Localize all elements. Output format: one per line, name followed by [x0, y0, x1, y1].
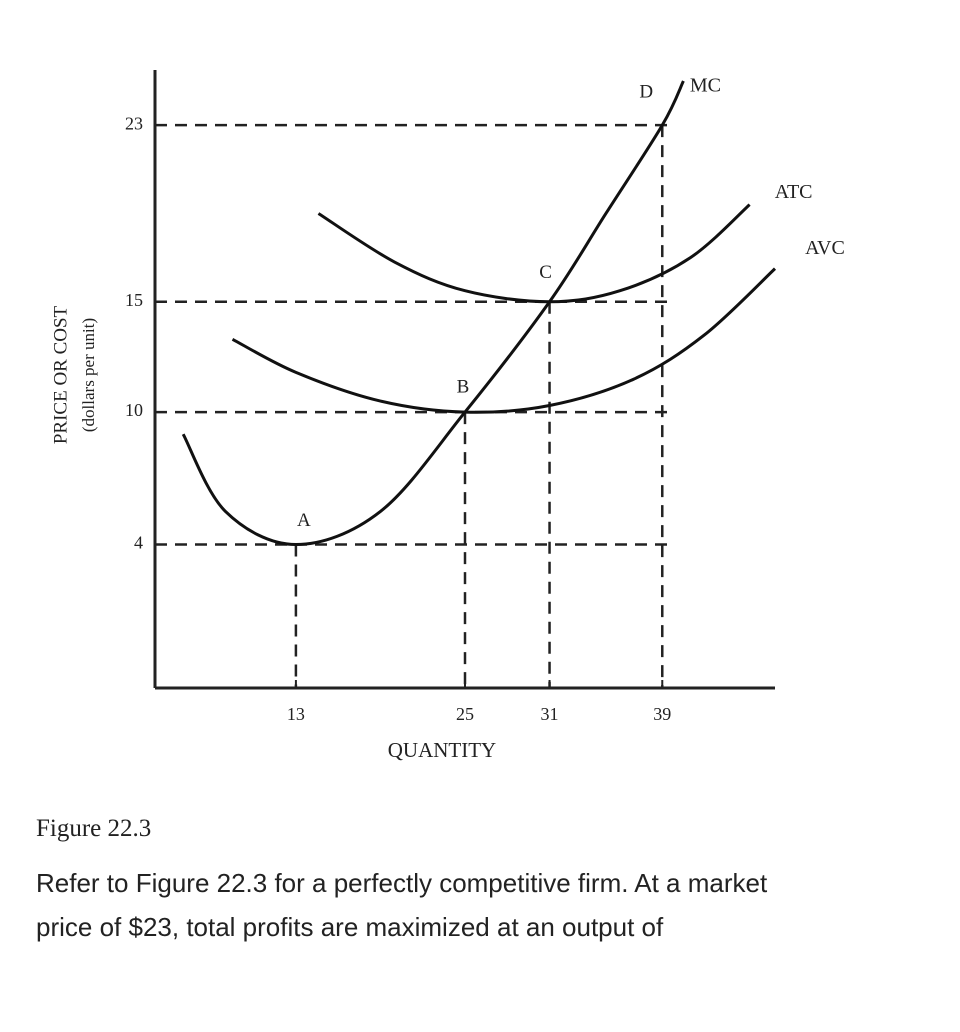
y-axis-sublabel: (dollars per unit): [79, 318, 98, 432]
y-tick-label: 23: [125, 113, 143, 133]
y-tick-label: 4: [134, 533, 143, 553]
curve: [181, 80, 685, 547]
caption: Figure 22.3 Refer to Figure 22.3 for a p…: [36, 815, 936, 949]
chart: 4 10 15 23 13 25 31 39 QUANTITY PRICE OR COST (dol…: [50, 70, 845, 762]
y-tick-label: 15: [125, 290, 143, 310]
curve-label: ATC: [775, 181, 813, 203]
x-tick-label: 31: [541, 704, 559, 724]
point-label: A: [297, 510, 311, 531]
curve: [317, 203, 751, 304]
x-axis-label: QUANTITY: [388, 738, 496, 762]
y-tick-label: 10: [125, 400, 143, 420]
x-tick-label: 25: [456, 704, 474, 724]
curve-label: MC: [690, 75, 721, 97]
point-label: D: [639, 82, 653, 103]
curve-label: AVC: [805, 237, 845, 259]
point-label: C: [539, 262, 552, 283]
question-line: price of $23, total profits are maximize…: [36, 912, 664, 942]
x-tick-label: 39: [653, 704, 671, 724]
y-axis-label: PRICE OR COST: [50, 305, 71, 444]
x-tick-label: 13: [287, 704, 305, 724]
question-line: Refer to Figure 22.3 for a perfectly com…: [36, 868, 768, 898]
curve: [231, 267, 777, 414]
figure-label: Figure 22.3: [36, 815, 152, 842]
point-label: B: [457, 376, 470, 397]
